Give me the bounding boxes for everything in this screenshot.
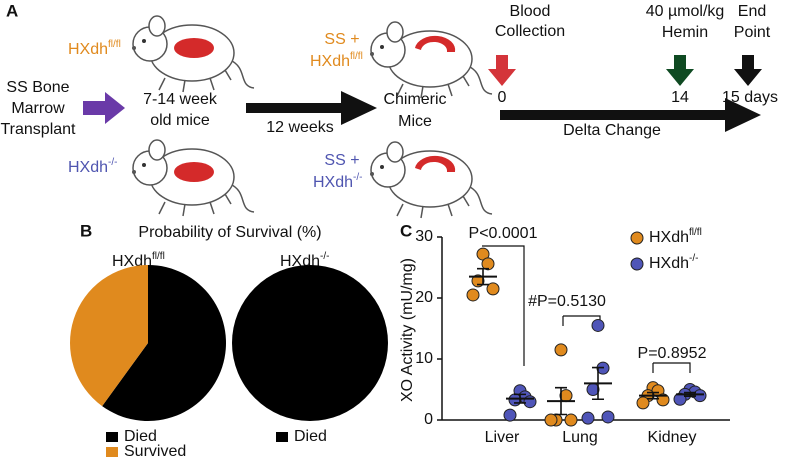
pie-slice	[102, 265, 227, 421]
data-point	[523, 395, 537, 409]
kidney	[174, 38, 214, 58]
arrow	[488, 55, 516, 86]
chimera-label: SS +	[324, 152, 359, 169]
data-point	[564, 413, 578, 427]
data-point	[673, 392, 687, 406]
error-bar	[514, 393, 526, 404]
legend-label: HXdh-/-	[649, 253, 698, 273]
legend-swatch	[276, 432, 288, 442]
timeline-day: 0	[498, 89, 507, 106]
y-axis-label: XO Activity (mU/mg)	[399, 258, 416, 402]
error-bar	[477, 267, 489, 286]
data-point	[636, 396, 650, 410]
mouse-icon	[369, 21, 493, 99]
title-sup: fl/fl	[152, 251, 165, 262]
data-point	[591, 318, 605, 332]
p-value: P<0.0001	[469, 225, 538, 242]
mouse-icon	[369, 141, 493, 219]
timeline-event: End	[738, 3, 766, 20]
arrow	[666, 55, 694, 86]
title-base: HXdh	[649, 229, 689, 246]
chimera-title: Mice	[398, 113, 432, 130]
recipient-label: 7-14 week	[143, 91, 218, 108]
data-point	[481, 257, 495, 271]
error-bar	[555, 386, 567, 416]
chimera-label: HXdhfl/fl	[310, 51, 363, 71]
pie-slice	[70, 265, 148, 407]
legend-swatch	[106, 447, 118, 457]
data-point	[466, 288, 480, 302]
recipient-label: old mice	[150, 112, 210, 129]
p-value: P=0.8952	[638, 345, 707, 362]
chimera-title: Chimeric	[383, 91, 446, 108]
legend-marker	[630, 231, 644, 245]
y-tick-label: 10	[415, 350, 433, 367]
title-base: HXdh	[649, 255, 689, 272]
arrow	[734, 55, 762, 86]
data-point	[486, 282, 500, 296]
timeline-day: 14	[671, 89, 689, 106]
arrow	[246, 91, 377, 125]
data-point	[581, 411, 595, 425]
timeline-event: Hemin	[662, 24, 708, 41]
legend-swatch	[106, 432, 118, 442]
title-sup: -/-	[689, 253, 698, 264]
legend-label: HXdhfl/fl	[649, 227, 702, 247]
x-tick-label: Liver	[485, 429, 520, 446]
panel-label: B	[80, 221, 92, 240]
y-tick-label: 20	[415, 289, 433, 306]
data-point	[656, 393, 670, 407]
error-bar	[592, 366, 604, 401]
chimera-label: HXdh-/-	[313, 172, 362, 192]
transplant-label: SS Bone	[6, 79, 69, 96]
error-bar	[684, 391, 696, 398]
pie-slice	[232, 265, 388, 421]
title-sup: -/-	[320, 251, 329, 262]
data-point	[554, 343, 568, 357]
timeline-event: Collection	[495, 23, 565, 40]
kidney	[415, 155, 456, 172]
genotype-label: HXdh-/-	[68, 157, 117, 177]
genotype-label: HXdhfl/fl	[68, 39, 121, 59]
timeline-event: Point	[734, 24, 771, 41]
y-tick-label: 30	[415, 228, 433, 245]
x-tick-label: Lung	[562, 429, 598, 446]
timeline-event: 40 µmol/kg	[646, 3, 725, 20]
data-point	[503, 408, 517, 422]
transplant-label: Transplant	[1, 121, 77, 138]
data-point	[544, 413, 558, 427]
title-sup: fl/fl	[689, 227, 702, 238]
panel-title: Probability of Survival (%)	[138, 224, 321, 241]
p-value: #P=0.5130	[528, 293, 606, 310]
panel-label: A	[6, 1, 18, 20]
timeline-arrow	[500, 98, 761, 132]
legend-label: Died	[124, 428, 157, 445]
legend-label: Died	[294, 428, 327, 445]
duration-label: 12 weeks	[266, 119, 334, 136]
arrow	[83, 92, 125, 124]
legend-marker	[630, 257, 644, 271]
chimera-label: SS +	[324, 31, 359, 48]
timeline-label: Delta Change	[563, 122, 661, 139]
kidney	[174, 162, 214, 182]
x-tick-label: Kidney	[648, 429, 697, 446]
kidney	[415, 35, 456, 52]
timeline-event: Blood	[510, 3, 551, 20]
legend-label: Survived	[124, 443, 186, 459]
y-tick-label: 0	[424, 411, 433, 428]
transplant-label: Marrow	[11, 100, 65, 117]
data-point	[601, 410, 615, 424]
error-bar	[647, 391, 659, 400]
panel-label: C	[400, 221, 412, 240]
timeline-day: 15 days	[722, 89, 778, 106]
